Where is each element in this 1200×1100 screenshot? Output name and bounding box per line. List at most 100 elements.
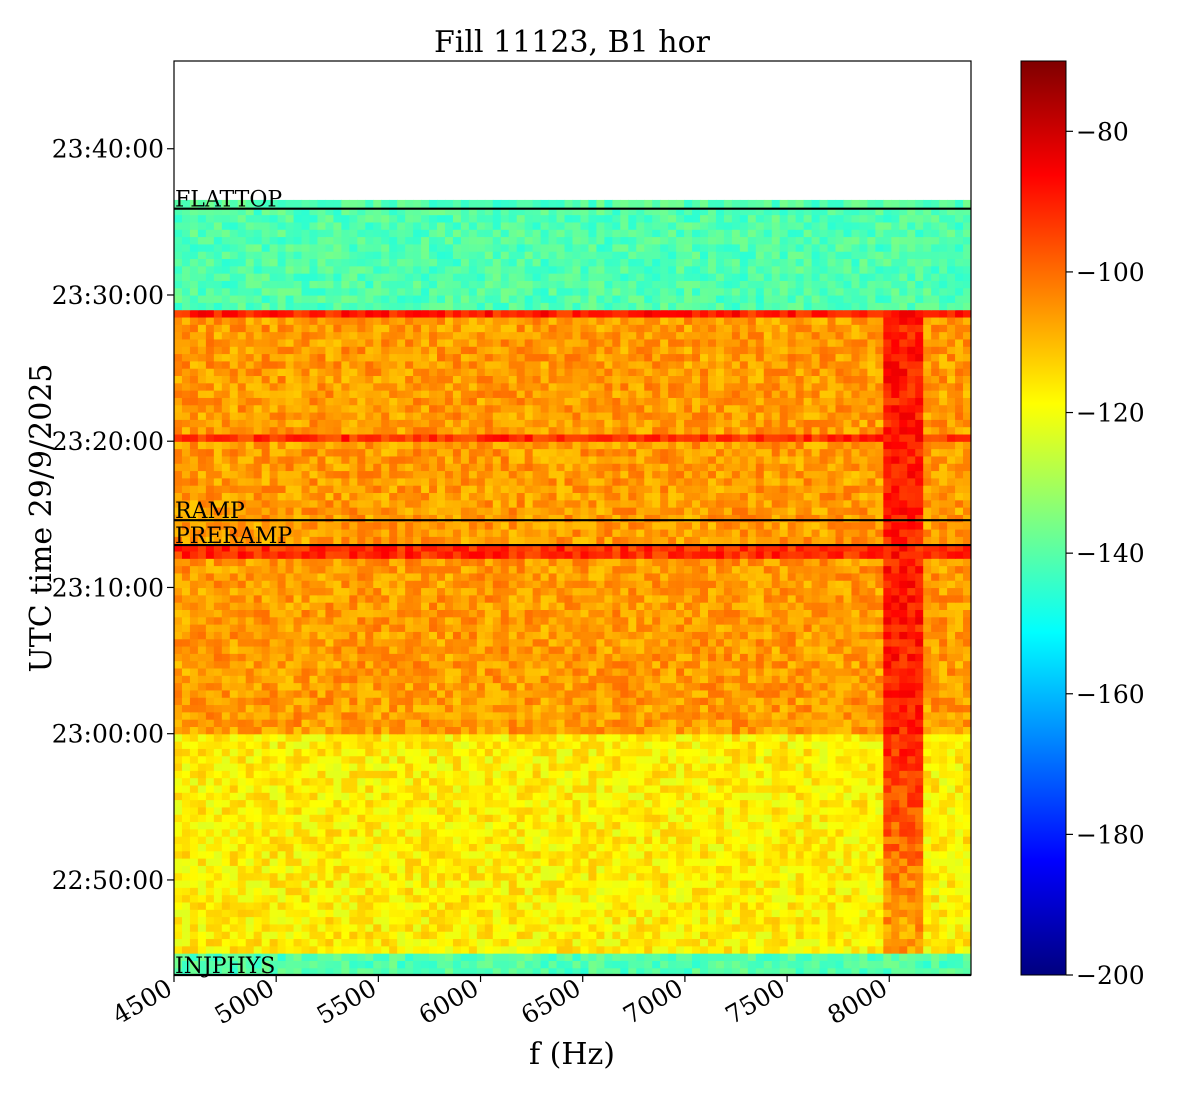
heatmap-cell: [931, 821, 940, 830]
heatmap-cell: [174, 741, 183, 749]
heatmap-cell: [867, 777, 876, 786]
heatmap-cell: [628, 843, 637, 852]
heatmap-cell: [899, 748, 908, 757]
heatmap-cell: [277, 733, 287, 742]
heatmap-cell: [397, 901, 406, 910]
heatmap-cell: [532, 850, 542, 859]
heatmap-cell: [859, 741, 868, 749]
heatmap-cell: [851, 931, 861, 940]
heatmap-cell: [747, 719, 757, 727]
heatmap-cell: [174, 770, 183, 779]
heatmap-cell: [508, 711, 518, 720]
heatmap-cell: [468, 828, 478, 837]
heatmap-cell: [660, 887, 669, 896]
chart-title: Fill 11123, B1 hor: [434, 25, 711, 60]
heatmap-cell: [245, 894, 255, 903]
heatmap-cell: [492, 938, 502, 947]
heatmap-cell: [213, 777, 223, 786]
heatmap-cell: [500, 697, 510, 706]
heatmap-cell: [444, 682, 454, 691]
heatmap-cell: [739, 945, 749, 954]
heatmap-cell: [684, 762, 693, 771]
heatmap-cell: [532, 938, 542, 947]
heatmap-cell: [795, 850, 805, 859]
heatmap-cell: [963, 799, 971, 808]
heatmap-cell: [572, 616, 582, 625]
heatmap-cell: [484, 872, 494, 881]
heatmap-cell: [556, 616, 566, 625]
heatmap-cell: [883, 872, 892, 881]
heatmap-cell: [309, 894, 319, 903]
heatmap-cell: [668, 931, 677, 940]
heatmap-cell: [269, 733, 279, 742]
heatmap-cell: [755, 726, 765, 735]
heatmap-cell: [460, 843, 470, 852]
heatmap-cell: [787, 784, 797, 793]
heatmap-cell: [739, 828, 749, 837]
heatmap-cell: [174, 719, 183, 727]
heatmap-cell: [277, 806, 287, 815]
heatmap-cell: [676, 733, 685, 742]
heatmap-cell: [556, 960, 566, 969]
heatmap-cell: [883, 909, 892, 918]
heatmap-cell: [540, 931, 550, 940]
heatmap-cell: [381, 894, 390, 903]
heatmap-cell: [237, 894, 247, 903]
heatmap-cell: [500, 843, 510, 852]
heatmap-cell: [476, 967, 486, 975]
heatmap-cell: [907, 624, 916, 632]
heatmap-cell: [261, 887, 271, 896]
heatmap-cell: [437, 806, 446, 815]
heatmap-cell: [237, 667, 247, 676]
heatmap-cell: [883, 726, 892, 735]
heatmap-cell: [524, 704, 534, 713]
heatmap-cell: [612, 667, 621, 676]
heatmap-cell: [532, 931, 542, 940]
heatmap-cell: [261, 762, 271, 771]
heatmap-cell: [373, 814, 382, 823]
heatmap-cell: [636, 953, 645, 961]
heatmap-cell: [174, 821, 183, 830]
heatmap-cell: [174, 616, 183, 625]
heatmap-cell: [692, 879, 701, 888]
heatmap-cell: [915, 616, 924, 625]
heatmap-cell: [309, 748, 319, 757]
heatmap-cell: [293, 821, 303, 830]
heatmap-cell: [564, 909, 574, 918]
heatmap-cell: [492, 960, 502, 969]
heatmap-cell: [787, 689, 797, 698]
heatmap-cell: [181, 887, 191, 896]
heatmap-cell: [684, 887, 693, 896]
heatmap-cell: [237, 704, 247, 713]
heatmap-cell: [548, 953, 558, 961]
heatmap-cell: [213, 836, 223, 844]
heatmap-cell: [867, 675, 876, 684]
heatmap-cell: [739, 901, 749, 910]
heatmap-cell: [628, 872, 637, 881]
heatmap-cell: [588, 858, 598, 866]
heatmap-cell: [923, 836, 932, 844]
heatmap-cell: [309, 887, 319, 896]
heatmap-cell: [612, 967, 621, 975]
heatmap-cell: [429, 836, 438, 844]
heatmap-cell: [205, 806, 215, 815]
heatmap-cell: [644, 667, 653, 676]
heatmap-cell: [660, 938, 669, 947]
heatmap-cell: [939, 865, 948, 874]
heatmap-cell: [787, 726, 797, 735]
heatmap-cell: [596, 741, 605, 749]
heatmap-cell: [867, 733, 876, 742]
heatmap-cell: [484, 814, 494, 823]
heatmap-cell: [763, 711, 773, 720]
heatmap-cell: [636, 960, 645, 969]
heatmap-cell: [277, 755, 287, 764]
heatmap-cell: [588, 865, 598, 874]
heatmap-cell: [437, 938, 446, 947]
heatmap-cell: [197, 733, 207, 742]
heatmap-cell: [612, 733, 621, 742]
heatmap-cell: [604, 923, 613, 932]
heatmap-cell: [731, 858, 741, 866]
heatmap-cell: [237, 953, 247, 961]
heatmap-cell: [859, 872, 868, 881]
heatmap-cell: [939, 967, 948, 975]
